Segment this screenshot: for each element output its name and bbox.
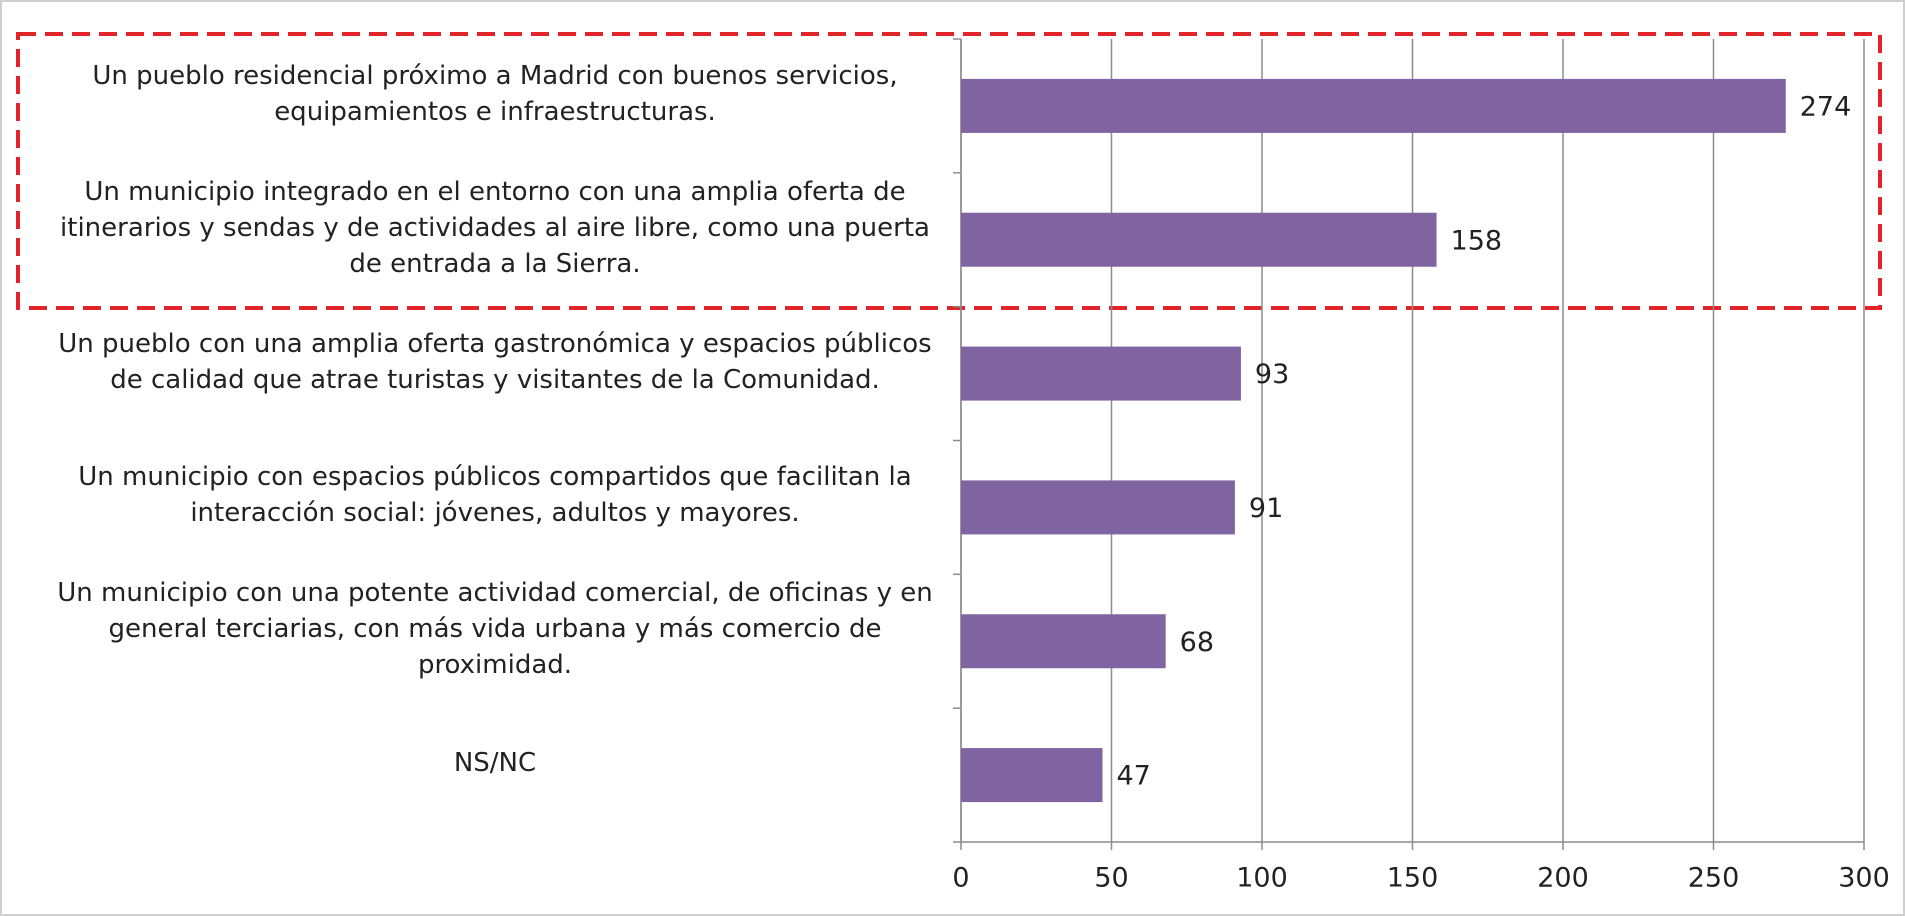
bar [961, 480, 1235, 535]
data-label: 274 [1800, 91, 1852, 122]
category-label: Un pueblo con una amplia oferta gastronó… [58, 328, 932, 395]
data-label: 68 [1180, 627, 1214, 658]
category-label: Un pueblo residencial próximo a Madrid c… [92, 60, 898, 127]
x-tick-label: 200 [1537, 863, 1589, 894]
category-label: Un municipio integrado en el entorno con… [60, 176, 930, 279]
bar [961, 748, 1103, 803]
category-label: NS/NC [453, 748, 537, 779]
bar [961, 346, 1241, 401]
highlight-box [16, 32, 1882, 310]
x-tick-label: 250 [1688, 863, 1740, 894]
x-tick-label: 300 [1838, 863, 1890, 894]
data-label: 93 [1255, 359, 1289, 390]
bar [961, 212, 1437, 267]
x-tick-label: 0 [952, 863, 969, 894]
bar [961, 614, 1166, 669]
category-label: Un municipio con espacios públicos compa… [78, 462, 912, 529]
data-label: 47 [1116, 761, 1150, 792]
category-label: Un municipio con una potente actividad c… [57, 578, 933, 681]
x-tick-label: 150 [1387, 863, 1439, 894]
x-tick-label: 50 [1094, 863, 1128, 894]
data-label: 91 [1249, 493, 1283, 524]
data-label: 158 [1451, 225, 1503, 256]
x-tick-label: 100 [1236, 863, 1288, 894]
bar [961, 78, 1786, 133]
